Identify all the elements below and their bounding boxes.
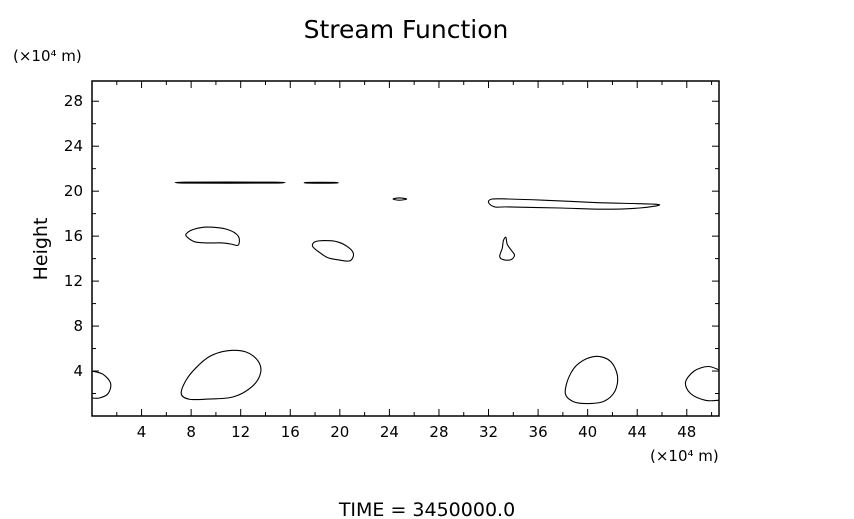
x-tick-label: 28 <box>429 423 448 441</box>
contour-lower-right-edge <box>684 365 720 402</box>
x-unit-label: (×10⁴ m) <box>650 447 719 465</box>
y-tick-label: 12 <box>64 272 83 290</box>
x-tick-label: 48 <box>677 423 696 441</box>
contour-upper-left-band <box>174 181 286 184</box>
chart-title: Stream Function <box>304 15 509 44</box>
x-tick-label: 12 <box>231 423 250 441</box>
x-tick-label: 32 <box>479 423 498 441</box>
x-tick-label: 40 <box>578 423 597 441</box>
y-tick-label: 28 <box>64 92 83 110</box>
x-tick-label: 36 <box>529 423 548 441</box>
y-axis-label: Height <box>30 218 52 281</box>
contour-lower-right-cell <box>564 355 619 405</box>
contour-upper-right-band <box>487 198 661 210</box>
x-tick-label: 24 <box>380 423 399 441</box>
y-tick-label: 20 <box>64 182 83 200</box>
y-unit-label: (×10⁴ m) <box>13 47 82 65</box>
y-tick-label: 24 <box>64 137 83 155</box>
y-tick-label: 4 <box>73 362 83 380</box>
x-tick-label: 16 <box>281 423 300 441</box>
time-footer: TIME = 3450000.0 <box>338 499 515 519</box>
contour-lower-left-edge <box>91 370 112 399</box>
contour-upper-center-dash <box>303 181 339 184</box>
contour-lower-left-cell <box>180 349 262 401</box>
contour-lines <box>91 181 720 405</box>
x-tick-label: 8 <box>186 423 196 441</box>
x-tick-label: 44 <box>628 423 647 441</box>
x-tick-label: 20 <box>330 423 349 441</box>
contour-upper-center-tick <box>392 197 408 201</box>
contour-mid-right-blob <box>499 236 516 261</box>
contour-mid-center-cell <box>311 240 355 262</box>
contour-mid-left-cell <box>185 226 240 247</box>
y-tick-label: 8 <box>73 317 83 335</box>
plot-frame <box>91 80 720 417</box>
y-tick-label: 16 <box>64 227 83 245</box>
x-tick-label: 4 <box>137 423 147 441</box>
